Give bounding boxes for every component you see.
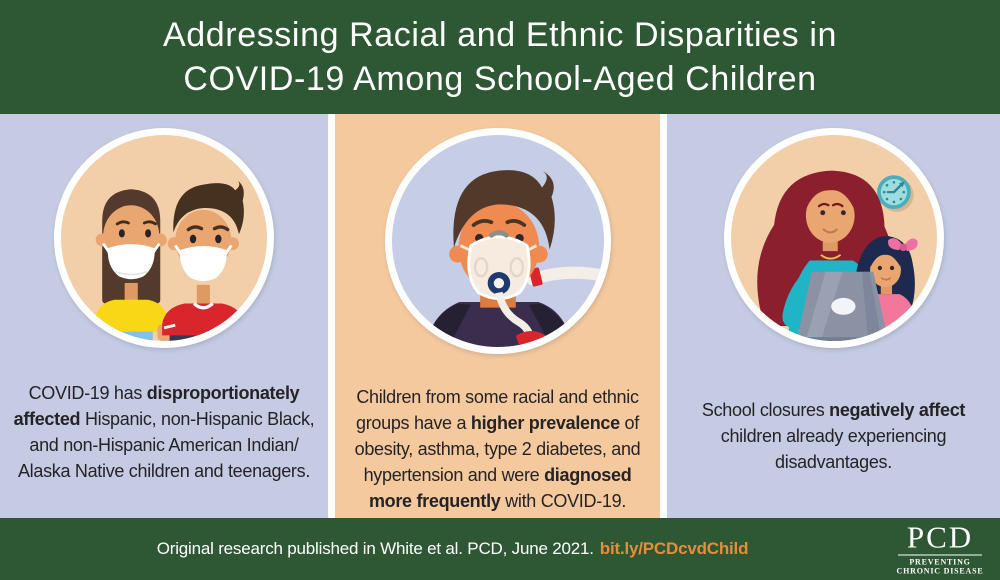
citation-link[interactable]: bit.ly/PCDcvdChild xyxy=(599,539,749,558)
citation-label: Original research published in White et … xyxy=(156,539,594,558)
pcd-logo-divider xyxy=(898,554,982,556)
girl-figure xyxy=(89,189,174,341)
panel-disparities-text: COVID-19 has disproportionately affected… xyxy=(13,383,315,481)
panel-prevalence: Children from some racial and ethnic gro… xyxy=(335,114,660,518)
page-title-line-2: COVID-19 Among School-Aged Children xyxy=(183,60,817,98)
oxygen-mask-illustration xyxy=(384,128,611,354)
footer-banner: Original research published in White et … xyxy=(0,518,1000,580)
mother-child-laptop-illustration xyxy=(723,128,944,348)
panel-school-closures: School closures negatively affect childr… xyxy=(667,114,1000,518)
clock-icon xyxy=(876,175,914,212)
mother-child-laptop-icon xyxy=(756,170,918,341)
laptop xyxy=(786,271,898,341)
boy-figure xyxy=(157,180,250,341)
pcd-logo-subtitle-1: PREVENTING xyxy=(909,557,971,567)
panel-disparities: COVID-19 has disproportionately affected… xyxy=(0,114,328,518)
panel-prevalence-text: Children from some racial and ethnic gro… xyxy=(354,387,641,511)
panel-row: COVID-19 has disproportionately affected… xyxy=(0,114,1000,518)
panel-school-closures-text: School closures negatively affect childr… xyxy=(701,400,966,472)
citation-text: Original research published in White et … xyxy=(0,518,905,580)
boy-oxygen-figure xyxy=(425,170,604,347)
header-banner: Addressing Racial and Ethnic Disparities… xyxy=(0,0,1000,114)
masked-children-illustration xyxy=(54,128,274,348)
pcd-logo-acronym: PCD xyxy=(906,519,974,555)
oxygen-mask-icon xyxy=(425,170,604,347)
pcd-logo: PCD PREVENTING CHRONIC DISEASE xyxy=(894,519,986,576)
page-title-line-1: Addressing Racial and Ethnic Disparities… xyxy=(162,16,837,54)
masked-children-icon xyxy=(89,180,250,341)
pcd-logo-subtitle-2: CHRONIC DISEASE xyxy=(896,566,984,576)
